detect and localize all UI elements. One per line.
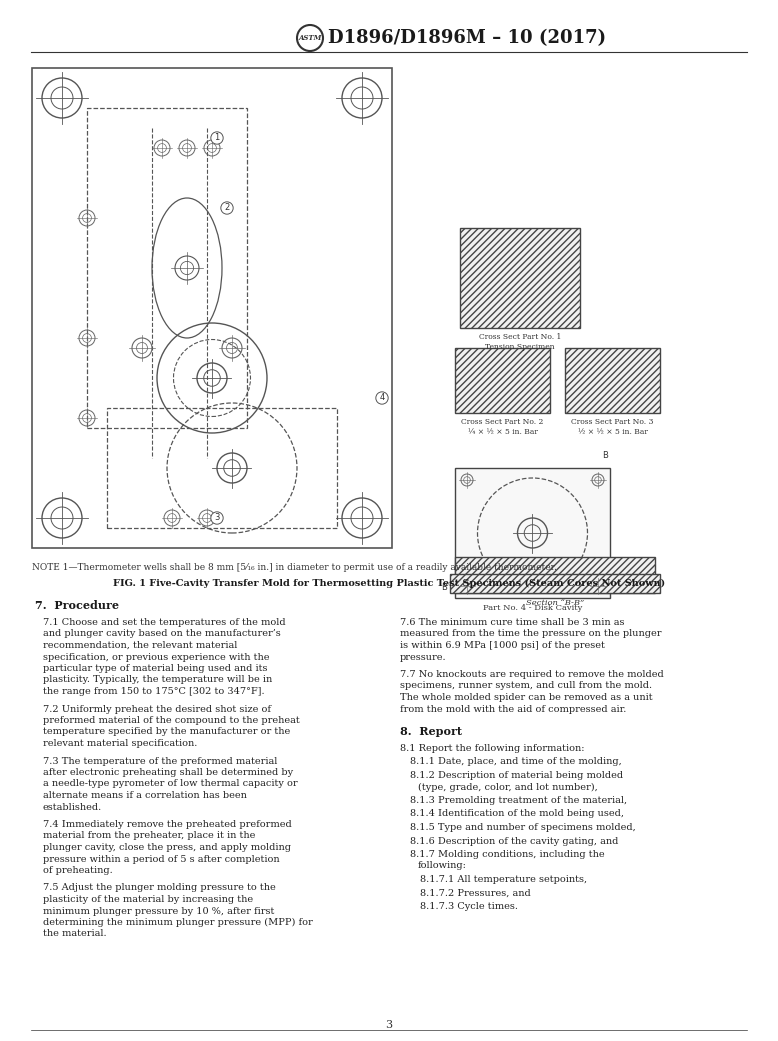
Bar	[107, 408, 337, 528]
Text: plasticity. Typically, the temperature will be in: plasticity. Typically, the temperature w…	[43, 676, 272, 685]
Text: a needle-type pyrometer of low thermal capacity or: a needle-type pyrometer of low thermal c…	[43, 780, 298, 788]
Text: 8.1 Report the following information:: 8.1 Report the following information:	[400, 744, 584, 753]
Text: Cross Sect Part No. 3: Cross Sect Part No. 3	[571, 418, 654, 426]
Text: and plunger cavity based on the manufacturer’s: and plunger cavity based on the manufact…	[43, 630, 281, 638]
Text: 8.1.3 Premolding treatment of the material,: 8.1.3 Premolding treatment of the materi…	[410, 796, 627, 805]
Bar	[450, 574, 660, 593]
Text: specification, or previous experience with the: specification, or previous experience wi…	[43, 653, 269, 661]
Text: 7.4 Immediately remove the preheated preformed: 7.4 Immediately remove the preheated pre…	[43, 820, 292, 829]
Text: Cross Sect Part No. 2: Cross Sect Part No. 2	[461, 418, 544, 426]
Text: recommendation, the relevant material: recommendation, the relevant material	[43, 641, 237, 650]
Text: material from the preheater, place it in the: material from the preheater, place it in…	[43, 832, 255, 840]
Text: 7.1 Choose and set the temperatures of the mold: 7.1 Choose and set the temperatures of t…	[43, 618, 286, 627]
Text: 8.  Report: 8. Report	[400, 726, 462, 737]
Bar	[455, 557, 655, 593]
Text: plasticity of the material by increasing the: plasticity of the material by increasing…	[43, 895, 253, 904]
Text: D1896/D1896M – 10 (2017): D1896/D1896M – 10 (2017)	[328, 29, 606, 47]
Text: temperature specified by the manufacturer or the: temperature specified by the manufacture…	[43, 728, 290, 736]
Text: 7.  Procedure: 7. Procedure	[35, 600, 119, 611]
Text: 8.1.4 Identification of the mold being used,: 8.1.4 Identification of the mold being u…	[410, 810, 624, 818]
Text: B: B	[441, 584, 447, 592]
Text: Tension Specimen: Tension Specimen	[485, 342, 555, 351]
Bar	[460, 228, 580, 328]
Text: is within 6.9 MPa [1000 psi] of the preset: is within 6.9 MPa [1000 psi] of the pres…	[400, 641, 605, 650]
Text: 8.1.7.2 Pressures, and: 8.1.7.2 Pressures, and	[420, 889, 531, 897]
Text: 8.1.7.1 All temperature setpoints,: 8.1.7.1 All temperature setpoints,	[420, 875, 587, 884]
Text: measured from the time the pressure on the plunger: measured from the time the pressure on t…	[400, 630, 661, 638]
Text: ASTM: ASTM	[298, 34, 321, 42]
Text: of preheating.: of preheating.	[43, 866, 113, 875]
Text: 8.1.7 Molding conditions, including the: 8.1.7 Molding conditions, including the	[410, 850, 605, 859]
Text: 7.3 The temperature of the preformed material: 7.3 The temperature of the preformed mat…	[43, 757, 278, 765]
Text: following:: following:	[418, 862, 467, 870]
Text: established.: established.	[43, 803, 102, 812]
Text: 7.6 The minimum cure time shall be 3 min as: 7.6 The minimum cure time shall be 3 min…	[400, 618, 625, 627]
Text: pressure.: pressure.	[400, 653, 447, 661]
Text: 8.1.7.3 Cycle times.: 8.1.7.3 Cycle times.	[420, 902, 518, 911]
Bar	[87, 108, 247, 428]
Text: Section “B-B”: Section “B-B”	[526, 599, 584, 607]
Text: specimens, runner system, and cull from the mold.: specimens, runner system, and cull from …	[400, 682, 652, 690]
Text: 1: 1	[215, 133, 219, 143]
Bar	[455, 348, 550, 413]
Text: determining the minimum plunger pressure (MPP) for: determining the minimum plunger pressure…	[43, 918, 313, 928]
Bar	[32, 68, 392, 548]
Text: 8.1.5 Type and number of specimens molded,: 8.1.5 Type and number of specimens molde…	[410, 823, 636, 832]
Text: 3: 3	[385, 1020, 393, 1030]
Text: relevant material specification.: relevant material specification.	[43, 739, 198, 748]
Text: 8.1.6 Description of the cavity gating, and: 8.1.6 Description of the cavity gating, …	[410, 837, 619, 845]
Text: from the mold with the aid of compressed air.: from the mold with the aid of compressed…	[400, 705, 626, 713]
Text: particular type of material being used and its: particular type of material being used a…	[43, 664, 268, 672]
Text: Cross Sect Part No. 1: Cross Sect Part No. 1	[478, 333, 561, 341]
Bar	[455, 468, 610, 598]
Text: (type, grade, color, and lot number),: (type, grade, color, and lot number),	[418, 783, 598, 791]
Text: ¼ × ½ × 5 in. Bar: ¼ × ½ × 5 in. Bar	[468, 428, 538, 436]
Text: pressure within a period of 5 s after completion: pressure within a period of 5 s after co…	[43, 855, 279, 863]
Bar	[565, 348, 660, 413]
Text: Part No. 4 - Disk Cavity: Part No. 4 - Disk Cavity	[483, 604, 582, 612]
Text: The whole molded spider can be removed as a unit: The whole molded spider can be removed a…	[400, 693, 653, 702]
Text: 2: 2	[224, 203, 230, 212]
Text: the material.: the material.	[43, 930, 107, 939]
Text: NOTE 1—Thermometer wells shall be 8 mm [5⁄₁₆ in.] in diameter to permit use of a: NOTE 1—Thermometer wells shall be 8 mm […	[32, 563, 557, 572]
Text: 7.7 No knockouts are required to remove the molded: 7.7 No knockouts are required to remove …	[400, 670, 664, 679]
Text: ½ × ½ × 5 in. Bar: ½ × ½ × 5 in. Bar	[577, 428, 647, 436]
Text: after electronic preheating shall be determined by: after electronic preheating shall be det…	[43, 768, 293, 777]
Text: the range from 150 to 175°C [302 to 347°F].: the range from 150 to 175°C [302 to 347°…	[43, 687, 265, 696]
Text: plunger cavity, close the press, and apply molding: plunger cavity, close the press, and app…	[43, 843, 291, 852]
Text: 7.5 Adjust the plunger molding pressure to the: 7.5 Adjust the plunger molding pressure …	[43, 884, 275, 892]
Text: alternate means if a correlation has been: alternate means if a correlation has bee…	[43, 791, 247, 799]
Text: 7.2 Uniformly preheat the desired shot size of: 7.2 Uniformly preheat the desired shot s…	[43, 705, 271, 713]
Text: B: B	[602, 451, 608, 460]
Text: 8.1.2 Description of material being molded: 8.1.2 Description of material being mold…	[410, 771, 623, 780]
Text: 8.1.1 Date, place, and time of the molding,: 8.1.1 Date, place, and time of the moldi…	[410, 758, 622, 766]
Text: preformed material of the compound to the preheat: preformed material of the compound to th…	[43, 716, 300, 725]
Text: FIG. 1 Five-Cavity Transfer Mold for Thermosetting Plastic Test Specimens (Steam: FIG. 1 Five-Cavity Transfer Mold for The…	[113, 579, 665, 588]
Text: 3: 3	[214, 513, 219, 523]
Text: 4: 4	[380, 393, 384, 403]
Text: minimum plunger pressure by 10 %, after first: minimum plunger pressure by 10 %, after …	[43, 907, 275, 915]
